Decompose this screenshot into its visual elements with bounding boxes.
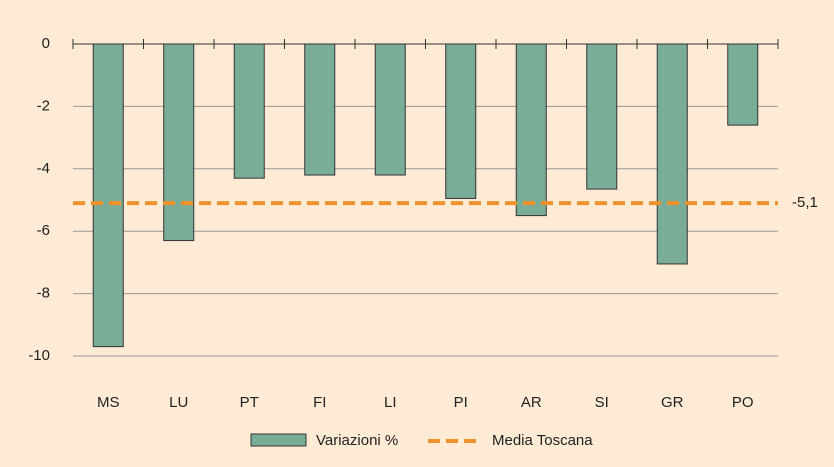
bar: [374, 43, 406, 176]
x-tick-label: PO: [732, 394, 754, 411]
x-tick-label: MS: [97, 394, 120, 411]
bar: [92, 43, 124, 348]
y-tick-label: -10: [28, 347, 50, 364]
x-tick-label: SI: [595, 394, 609, 411]
y-tick-label: -6: [37, 222, 50, 239]
reference-label: -5,1: [792, 194, 818, 211]
y-tick-label: 0: [42, 35, 50, 52]
x-tick-label: PT: [240, 394, 259, 411]
x-tick-label: GR: [661, 394, 684, 411]
bar: [727, 43, 759, 126]
x-tick-label: PI: [454, 394, 468, 411]
bar: [656, 43, 688, 265]
bar: [163, 43, 195, 242]
x-tick-label: LU: [169, 394, 188, 411]
y-tick-label: -8: [37, 285, 50, 302]
bar: [233, 43, 265, 179]
bar: [515, 43, 547, 217]
legend-swatch: [250, 433, 307, 447]
bar: [586, 43, 618, 190]
x-tick-label: AR: [521, 394, 542, 411]
x-tick-label: LI: [384, 394, 397, 411]
legend-label: Variazioni %: [316, 432, 398, 449]
y-tick-label: -4: [37, 160, 50, 177]
legend-label: Media Toscana: [492, 432, 593, 449]
x-tick-label: FI: [313, 394, 326, 411]
y-tick-label: -2: [37, 97, 50, 114]
bar: [304, 43, 336, 176]
bar: [445, 43, 477, 199]
